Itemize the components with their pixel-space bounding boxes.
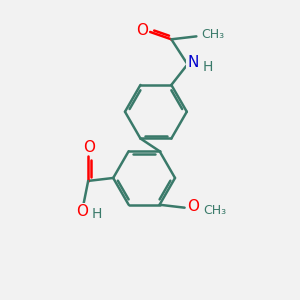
Text: CH₃: CH₃	[202, 28, 225, 40]
Text: O: O	[187, 199, 199, 214]
Text: H: H	[203, 60, 213, 74]
Text: H: H	[92, 207, 102, 221]
Text: CH₃: CH₃	[203, 203, 226, 217]
Text: O: O	[83, 140, 95, 154]
Text: N: N	[187, 56, 199, 70]
Text: O: O	[136, 23, 148, 38]
Text: O: O	[76, 204, 88, 219]
